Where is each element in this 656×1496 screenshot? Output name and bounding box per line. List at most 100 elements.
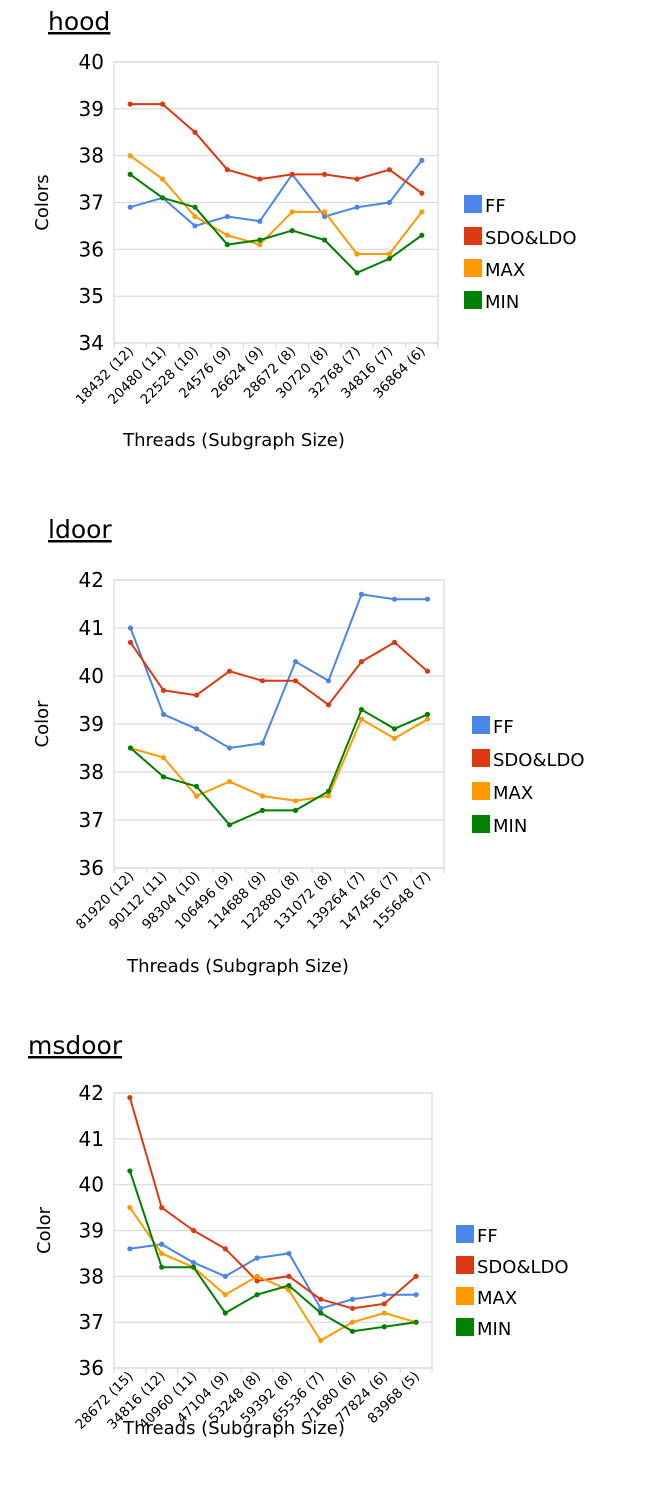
- data-point: [127, 1204, 133, 1211]
- data-point: [322, 237, 328, 243]
- data-point: [159, 1241, 165, 1247]
- y-tick-label: 41: [79, 1127, 104, 1151]
- data-point: [292, 678, 299, 684]
- data-point: [222, 1292, 228, 1298]
- y-tick-label: 34: [79, 331, 104, 355]
- y-tick-label: 36: [79, 1356, 104, 1380]
- data-point: [160, 687, 167, 694]
- y-tick-label: 38: [79, 760, 104, 784]
- data-point: [222, 1310, 228, 1316]
- series-line-MIN: [128, 1170, 417, 1333]
- data-point: [224, 232, 230, 238]
- y-tick-label: 38: [79, 1264, 104, 1288]
- y-tick-label: 38: [79, 144, 104, 168]
- data-point: [318, 1296, 324, 1302]
- data-point: [358, 716, 365, 722]
- data-point: [391, 639, 398, 646]
- data-point: [292, 798, 299, 804]
- data-point: [193, 793, 200, 799]
- data-point: [127, 101, 133, 107]
- series-line-SDO&LDO: [128, 1097, 417, 1310]
- data-point: [419, 190, 425, 196]
- legend: FF SDO&LDO MAX MIN: [456, 1225, 569, 1340]
- x-axis-label: Threads (Subgraph Size): [126, 956, 349, 977]
- y-tick-label: 40: [79, 1173, 104, 1197]
- legend-swatch: [456, 1225, 474, 1243]
- data-point: [254, 1278, 260, 1284]
- data-point: [349, 1328, 356, 1334]
- y-tick-label: 42: [79, 1081, 104, 1105]
- data-point: [325, 678, 332, 684]
- data-point: [190, 1227, 197, 1234]
- y-tick-label: 36: [79, 856, 104, 880]
- data-point: [160, 711, 167, 718]
- series-line-MIN: [129, 173, 423, 274]
- data-point: [259, 807, 266, 814]
- data-point: [424, 711, 431, 718]
- y-tick-label: 37: [79, 1310, 104, 1334]
- data-point: [413, 1292, 419, 1298]
- data-point: [190, 1259, 197, 1266]
- data-point: [424, 716, 431, 722]
- data-point: [224, 242, 230, 248]
- series-line-SDO&LDO: [129, 641, 429, 706]
- data-point: [419, 209, 425, 215]
- y-tick-label: 40: [79, 50, 104, 74]
- y-tick-label: 39: [79, 97, 104, 121]
- data-point: [325, 793, 332, 799]
- legend-label: MIN: [477, 1319, 511, 1340]
- y-tick-label: 41: [79, 616, 104, 640]
- data-point: [160, 755, 167, 761]
- data-point: [391, 596, 398, 602]
- legend-label: MAX: [477, 1288, 517, 1309]
- legend-swatch: [472, 782, 490, 800]
- data-point: [254, 1255, 260, 1261]
- x-axis-label: Threads (Subgraph Size): [122, 430, 345, 451]
- data-point: [381, 1301, 387, 1307]
- series-line-FF: [129, 593, 428, 749]
- data-point: [127, 204, 133, 210]
- legend-label: MAX: [485, 260, 525, 281]
- data-point: [127, 171, 133, 177]
- x-axis-label: Threads (Subgraph Size): [122, 1418, 345, 1439]
- data-point: [358, 659, 365, 665]
- y-tick-label: 36: [79, 237, 104, 261]
- data-point: [193, 783, 200, 790]
- data-point: [127, 745, 134, 751]
- data-point: [226, 745, 233, 751]
- chart-title: msdoor: [28, 1031, 123, 1060]
- legend-swatch: [456, 1287, 474, 1305]
- data-point: [190, 1264, 197, 1270]
- data-point: [318, 1305, 324, 1312]
- data-point: [419, 157, 425, 163]
- series-line-MAX: [130, 718, 429, 802]
- data-point: [413, 1319, 419, 1325]
- data-point: [292, 807, 299, 814]
- data-point: [127, 1246, 133, 1252]
- y-tick-label: 37: [79, 191, 104, 215]
- series-line-MAX: [129, 1207, 417, 1342]
- legend-label: SDO&LDO: [477, 1257, 569, 1278]
- legend-swatch: [464, 195, 482, 213]
- data-point: [349, 1319, 356, 1325]
- legend: FF SDO&LDO MAX MIN: [472, 716, 585, 837]
- chart-title: ldoor: [48, 515, 112, 544]
- data-point: [358, 591, 365, 598]
- data-point: [419, 232, 425, 238]
- data-point: [318, 1337, 324, 1344]
- legend-swatch: [456, 1256, 474, 1274]
- data-point: [354, 204, 360, 210]
- data-point: [257, 242, 263, 248]
- data-point: [424, 596, 431, 602]
- series-line-SDO&LDO: [130, 103, 423, 194]
- data-point: [322, 209, 328, 215]
- data-point: [254, 1292, 260, 1298]
- data-point: [159, 1264, 165, 1270]
- data-point: [257, 218, 263, 224]
- data-point: [159, 1204, 165, 1211]
- data-point: [386, 167, 392, 173]
- y-tick-label: 39: [79, 712, 104, 736]
- data-point: [193, 726, 200, 732]
- data-point: [257, 237, 263, 243]
